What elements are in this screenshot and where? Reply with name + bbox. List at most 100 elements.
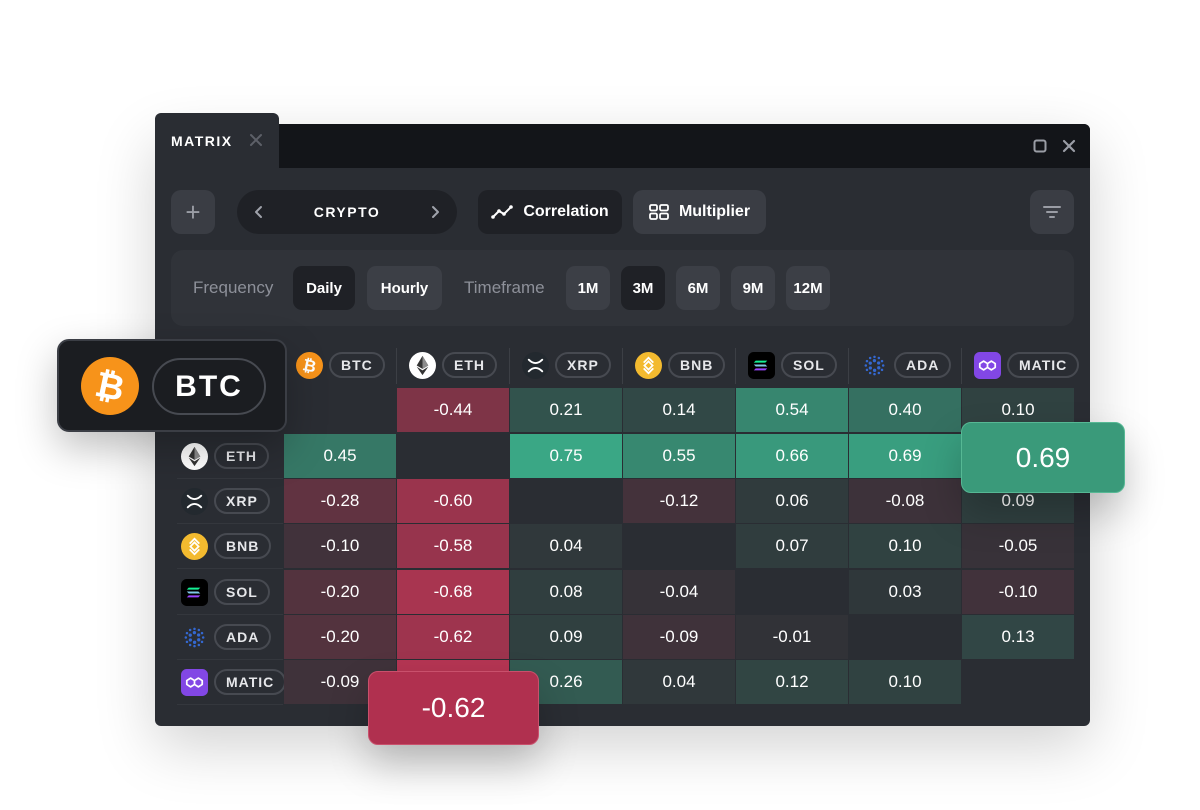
column-header-xrp[interactable]: XRP [510, 342, 623, 388]
chevron-right-icon[interactable] [427, 204, 443, 220]
matrix-cell[interactable]: -0.12 [623, 479, 735, 523]
timeframe-6m-label: 6M [687, 279, 709, 297]
timeframe-6m[interactable]: 6M [676, 266, 720, 310]
matrix-cell[interactable]: 0.10 [849, 524, 961, 568]
matrix-cell[interactable]: 0.75 [510, 434, 622, 478]
row-header-xrp[interactable]: XRP [177, 479, 283, 524]
maximize-icon[interactable] [1032, 138, 1048, 154]
column-header-label: SOL [781, 352, 837, 378]
matrix-cell[interactable]: 0.07 [736, 524, 848, 568]
solana-icon [748, 351, 775, 379]
matrix-cell-diagonal[interactable] [962, 660, 1074, 704]
matrix-cell[interactable]: -0.68 [397, 570, 509, 614]
matrix-cell[interactable]: -0.20 [284, 615, 396, 659]
matrix-cell-diagonal[interactable] [284, 388, 396, 432]
matrix-cell[interactable]: 0.14 [623, 388, 735, 432]
matrix-cell[interactable]: 0.06 [736, 479, 848, 523]
column-divider [509, 348, 510, 384]
matrix-cell[interactable]: -0.09 [623, 615, 735, 659]
timeframe-1m[interactable]: 1M [566, 266, 610, 310]
matrix-cell-diagonal[interactable] [510, 479, 622, 523]
matrix-cell[interactable]: 0.10 [849, 660, 961, 704]
matrix-cell[interactable]: 0.40 [849, 388, 961, 432]
polygon-icon [181, 668, 208, 696]
filter-icon [1043, 206, 1061, 218]
asset-class-selector[interactable]: CRYPTO [237, 190, 457, 234]
row-header-matic[interactable]: MATIC [177, 660, 287, 705]
matrix-cell[interactable]: -0.60 [397, 479, 509, 523]
column-divider [848, 348, 849, 384]
matrix-cell[interactable]: 0.13 [962, 615, 1074, 659]
filter-button[interactable] [1030, 190, 1074, 234]
positive-value-callout: 0.69 [961, 422, 1125, 493]
matrix-cell[interactable]: -0.01 [736, 615, 848, 659]
column-header-ada[interactable]: ADA [849, 342, 962, 388]
timeframe-3m[interactable]: 3M [621, 266, 665, 310]
matrix-cell[interactable]: -0.10 [284, 524, 396, 568]
timeframe-1m-label: 1M [577, 279, 599, 297]
matrix-cell[interactable]: 0.03 [849, 570, 961, 614]
row-header-label: ADA [214, 624, 272, 650]
selected-coin-pill[interactable]: BTC [152, 358, 266, 415]
timeframe-9m-label: 9M [742, 279, 764, 297]
row-header-label: XRP [214, 488, 270, 514]
timeframe-12m-label: 12M [793, 279, 823, 297]
matrix-cell-diagonal[interactable] [736, 570, 848, 614]
matrix-cell[interactable]: 0.66 [736, 434, 848, 478]
matrix-cell-diagonal[interactable] [623, 524, 735, 568]
matrix-cell[interactable]: 0.54 [736, 388, 848, 432]
trend-line-icon [491, 205, 514, 219]
multiplier-button[interactable]: Multiplier [633, 190, 766, 234]
row-header-bnb[interactable]: BNB [177, 524, 283, 569]
column-header-label: MATIC [1007, 352, 1080, 378]
row-header-sol[interactable]: SOL [177, 570, 283, 615]
xrp-icon [181, 487, 208, 515]
matrix-cell[interactable]: -0.28 [284, 479, 396, 523]
matrix-cell[interactable]: 0.08 [510, 570, 622, 614]
matrix-cell[interactable]: -0.05 [962, 524, 1074, 568]
timeframe-12m[interactable]: 12M [786, 266, 830, 310]
matrix-cell[interactable]: -0.20 [284, 570, 396, 614]
frequency-daily-label: Daily [306, 279, 342, 297]
matrix-cell[interactable]: 0.45 [284, 434, 396, 478]
column-divider [396, 348, 397, 384]
correlation-button[interactable]: Correlation [478, 190, 622, 234]
matrix-cell[interactable]: 0.04 [510, 524, 622, 568]
matrix-cell[interactable]: -0.44 [397, 388, 509, 432]
add-label: + [185, 196, 201, 227]
matrix-cell[interactable]: 0.69 [849, 434, 961, 478]
tab-matrix[interactable]: MATRIX [155, 113, 279, 168]
matrix-cell-diagonal[interactable] [849, 615, 961, 659]
filters-panel: Frequency Daily Hourly Timeframe 1M 3M 6… [171, 250, 1074, 326]
row-header-label: BNB [214, 533, 272, 559]
matrix-cell[interactable]: -0.10 [962, 570, 1074, 614]
matrix-cell[interactable]: -0.04 [623, 570, 735, 614]
column-header-btc[interactable]: ₿ BTC [284, 342, 397, 388]
matrix-cell-diagonal[interactable] [397, 434, 509, 478]
matrix-cell[interactable]: 0.09 [510, 615, 622, 659]
frequency-hourly[interactable]: Hourly [367, 266, 442, 310]
row-header-eth[interactable]: ETH [177, 434, 283, 479]
column-header-eth[interactable]: ETH [397, 342, 510, 388]
timeframe-label: Timeframe [464, 278, 545, 297]
column-divider [735, 348, 736, 384]
chevron-left-icon[interactable] [251, 204, 267, 220]
matrix-cell[interactable]: 0.12 [736, 660, 848, 704]
matrix-cell[interactable]: 0.04 [623, 660, 735, 704]
column-header-sol[interactable]: SOL [736, 342, 849, 388]
row-header-ada[interactable]: ADA [177, 615, 283, 660]
matrix-cell[interactable]: 0.21 [510, 388, 622, 432]
matrix-window: MATRIX + CRYPTO Correlation Multipli [155, 113, 1090, 726]
matrix-cell[interactable]: -0.62 [397, 615, 509, 659]
column-header-label: ETH [442, 352, 497, 378]
timeframe-9m[interactable]: 9M [731, 266, 775, 310]
matrix-cell[interactable]: -0.58 [397, 524, 509, 568]
close-tab-icon[interactable] [249, 133, 263, 147]
column-header-bnb[interactable]: BNB [623, 342, 736, 388]
add-button[interactable]: + [171, 190, 215, 234]
column-header-matic[interactable]: MATIC [962, 342, 1080, 388]
frequency-daily[interactable]: Daily [293, 266, 355, 310]
matrix-cell[interactable]: -0.08 [849, 479, 961, 523]
close-window-icon[interactable] [1061, 138, 1077, 154]
matrix-cell[interactable]: 0.55 [623, 434, 735, 478]
